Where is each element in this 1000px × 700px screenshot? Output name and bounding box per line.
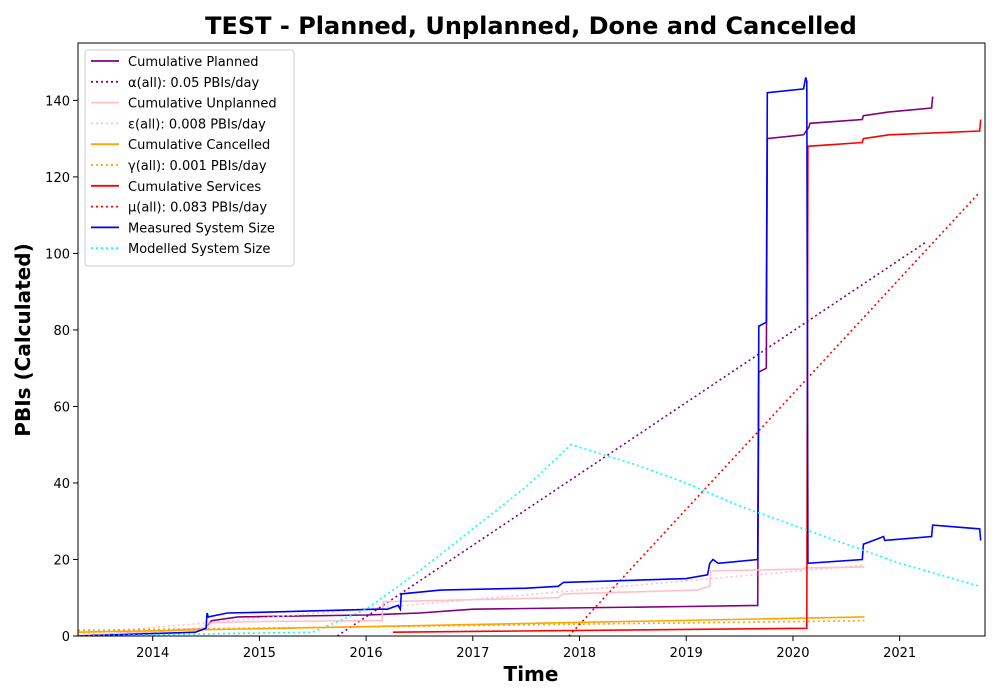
x-tick-label-7: 2021: [883, 646, 916, 661]
legend-label-9: Modelled System Size: [128, 242, 270, 257]
plot-frame: [77, 42, 986, 637]
legend-box: [84, 49, 295, 267]
series-line-6: [392, 119, 982, 633]
y-axis-label: PBIs (Calculated): [11, 243, 35, 436]
legend: Cumulative Planned α(all): 0.05 PBIs/day C…: [84, 49, 295, 267]
x-tick-label-3: 2017: [456, 646, 489, 661]
y-tick-label-5: 100: [45, 247, 70, 262]
legend-label-3: ε(all): 0.008 PBIs/day: [128, 117, 266, 132]
series-line-9: [78, 443, 980, 636]
y-tick-label-7: 140: [45, 94, 70, 109]
y-tick-label-0: 0: [62, 630, 70, 645]
y-tick-label-3: 60: [53, 400, 70, 415]
legend-label-2: Cumulative Unplanned: [128, 97, 277, 112]
series-line-2: [78, 566, 865, 636]
series-line-4: [78, 616, 865, 633]
x-axis: 2014 2015 2016 2017 2018 2019 2020 2021: [136, 636, 916, 661]
legend-label-8: Measured System Size: [128, 221, 275, 236]
series-line-1: [336, 241, 927, 636]
x-tick-label-0: 2014: [136, 646, 169, 661]
x-tick-label-2: 2016: [350, 646, 383, 661]
legend-label-6: Cumulative Services: [128, 180, 261, 195]
legend-label-7: μ(all): 0.083 PBIs/day: [128, 201, 267, 216]
y-tick-label-1: 20: [53, 553, 70, 568]
chart-title: TEST - Planned, Unplanned, Done and Canc…: [205, 12, 857, 40]
legend-label-4: Cumulative Cancelled: [128, 138, 270, 153]
y-axis: 0 20 40 60 80 100 120 140: [45, 94, 78, 645]
x-tick-label-1: 2015: [243, 646, 276, 661]
legend-label-0: Cumulative Planned: [128, 55, 258, 70]
series-line-5: [78, 619, 865, 632]
series-line-7: [568, 191, 981, 636]
x-tick-label-5: 2019: [670, 646, 703, 661]
series-line-3: [78, 564, 865, 635]
y-tick-label-6: 120: [45, 171, 70, 186]
series-line-8: [78, 77, 982, 636]
legend-label-5: γ(all): 0.001 PBIs/day: [128, 159, 267, 174]
x-tick-label-4: 2018: [563, 646, 596, 661]
x-tick-label-6: 2020: [776, 646, 809, 661]
plot-series: [78, 77, 982, 636]
y-tick-label-2: 40: [53, 477, 70, 492]
y-tick-label-4: 80: [53, 324, 70, 339]
x-axis-label: Time: [504, 662, 559, 686]
legend-label-1: α(all): 0.05 PBIs/day: [128, 76, 259, 91]
